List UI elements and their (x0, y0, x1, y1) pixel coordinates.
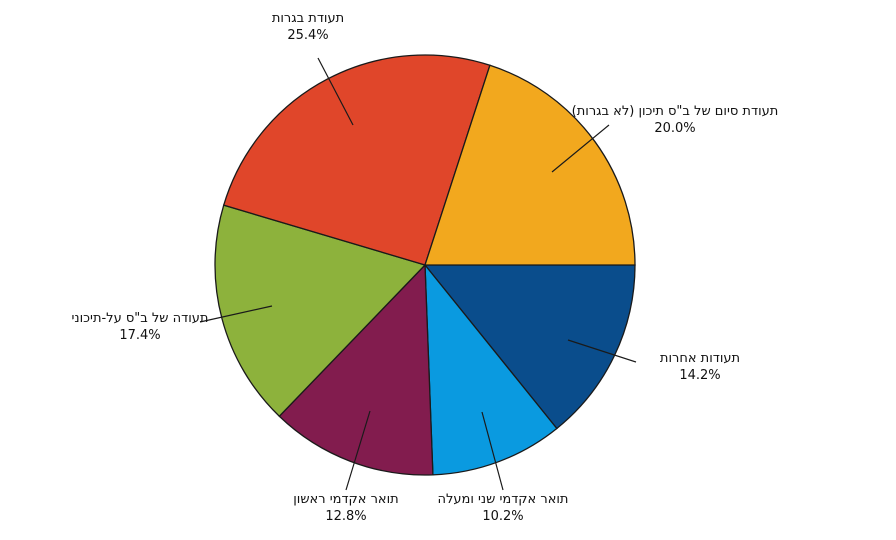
pie-slices (214, 54, 636, 476)
slice-labels: תעודות אחרות 14.2% תואר אקדמי שני ומעלה 10.… (72, 11, 779, 524)
leader-line (551, 124, 610, 173)
pie-slice (222, 54, 491, 266)
pie-slice (424, 64, 636, 266)
pie-slice (278, 263, 434, 476)
slice-label: תעודת בגרות (272, 11, 344, 26)
slice-value-label: 10.2% (482, 509, 523, 524)
slice-label: תואר אקדמי שני ומעלה (438, 492, 569, 507)
pie-slice (214, 204, 427, 418)
slice-value-label: 25.4% (287, 28, 328, 43)
leader-line (345, 410, 371, 491)
slice-value-label: 20.0% (654, 121, 695, 136)
slice-label: תואר אקדמי ראשון (293, 492, 398, 507)
slice-value-label: 12.8% (325, 509, 366, 524)
leader-line (317, 57, 354, 126)
leader-lines (199, 57, 637, 491)
slice-label: תעודת סיום של ב"ס תיכון (לא בגרות) (572, 104, 779, 119)
leader-line (481, 411, 504, 491)
slice-label: תעודות אחרות (660, 351, 740, 366)
pie-slice (424, 263, 558, 476)
slice-label: תעודה של ב"ס על-תיכוני (72, 311, 209, 326)
slice-value-label: 14.2% (679, 368, 720, 383)
slice-value-label: 17.4% (119, 328, 160, 343)
leader-line (567, 339, 637, 363)
leader-line (199, 305, 273, 323)
